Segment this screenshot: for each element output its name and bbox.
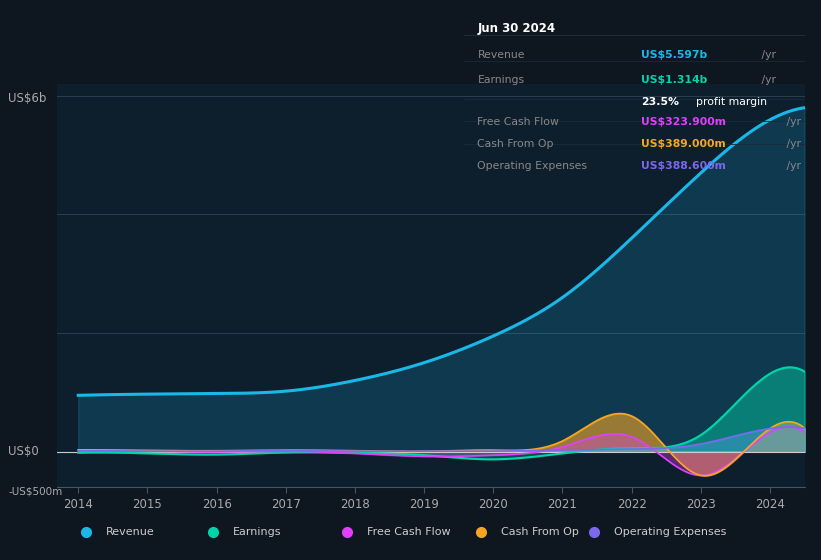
Text: US$5.597b: US$5.597b	[641, 49, 707, 59]
Text: US$389.000m: US$389.000m	[641, 139, 726, 149]
Text: US$323.900m: US$323.900m	[641, 116, 726, 127]
Text: 23.5%: 23.5%	[641, 97, 679, 108]
Text: /yr: /yr	[758, 49, 776, 59]
Text: profit margin: profit margin	[695, 97, 767, 108]
Text: Earnings: Earnings	[232, 527, 281, 537]
Text: /yr: /yr	[758, 75, 776, 85]
Text: /yr: /yr	[783, 161, 801, 171]
Text: Jun 30 2024: Jun 30 2024	[478, 22, 556, 35]
Text: Operating Expenses: Operating Expenses	[478, 161, 588, 171]
Text: Cash From Op: Cash From Op	[501, 527, 579, 537]
Text: Earnings: Earnings	[478, 75, 525, 85]
Text: US$388.600m: US$388.600m	[641, 161, 726, 171]
Text: -US$500m: -US$500m	[8, 487, 62, 497]
Text: US$6b: US$6b	[8, 92, 47, 105]
Text: Free Cash Flow: Free Cash Flow	[367, 527, 451, 537]
Text: Free Cash Flow: Free Cash Flow	[478, 116, 559, 127]
Text: /yr: /yr	[783, 116, 801, 127]
Text: /yr: /yr	[783, 139, 801, 149]
Text: Operating Expenses: Operating Expenses	[614, 527, 727, 537]
Text: US$1.314b: US$1.314b	[641, 75, 708, 85]
Text: Cash From Op: Cash From Op	[478, 139, 554, 149]
Text: US$0: US$0	[8, 445, 39, 458]
Text: Revenue: Revenue	[105, 527, 154, 537]
Text: Revenue: Revenue	[478, 49, 525, 59]
